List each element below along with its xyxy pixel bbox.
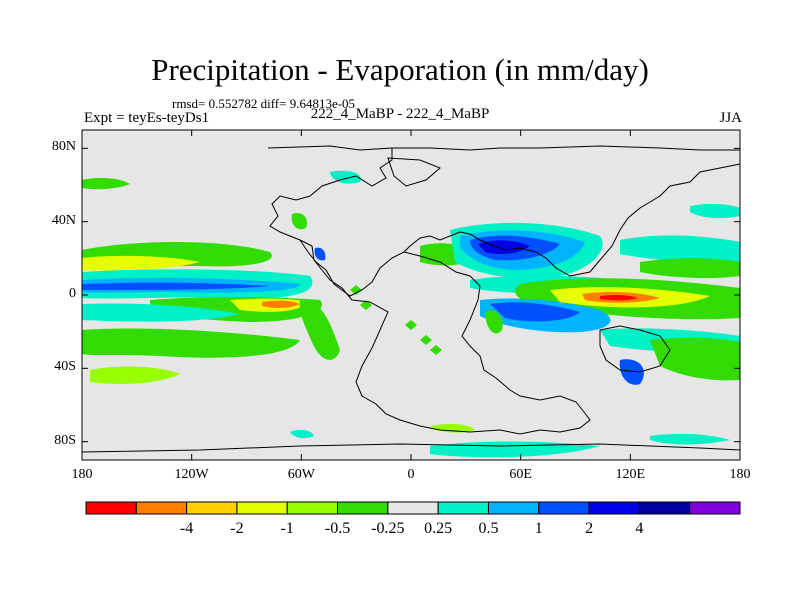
colorbar-label: -2 (230, 520, 244, 537)
colorbar-swatch (236, 501, 288, 515)
plot-title: Precipitation - Evaporation (in mm/day) (151, 52, 649, 87)
y-tick-label: 80N (51, 139, 76, 155)
x-tick-label: 180 (71, 467, 93, 482)
colorbar-swatch (538, 501, 590, 515)
colorbar-label: 4 (635, 520, 644, 537)
colorbar-swatch (638, 501, 691, 515)
y-tick-label: 0 (69, 286, 76, 301)
season-label: JJA (719, 110, 742, 126)
colorbar-label: -1 (280, 520, 294, 537)
contour-pacific-wet-darkblue (82, 282, 270, 290)
contour-west-pacific-green (640, 258, 740, 279)
colorbar-swatch (588, 501, 640, 515)
contour-asia-monsoon-navy (478, 240, 530, 254)
contour-north-america-green (291, 212, 308, 230)
colorbar-label: 1 (534, 520, 543, 537)
colorbar-label: 2 (585, 520, 594, 537)
contour-south-pacific-green3 (82, 177, 130, 190)
coastline-americas (267, 145, 591, 435)
coastline-antarctica (81, 443, 741, 453)
colorbar-label: -0.25 (371, 520, 405, 537)
contour-indian-dry-red (600, 294, 638, 301)
colorbar-label: -4 (179, 520, 194, 537)
y-tick-label: 80S (54, 432, 76, 448)
colorbar-swatch (85, 501, 137, 515)
colorbar (85, 501, 741, 515)
colorbar-label: 0.25 (424, 520, 453, 537)
contour-antarctic-cyan (290, 429, 314, 439)
colorbar-swatch (186, 501, 238, 515)
contour-madagascar-green (485, 310, 503, 334)
colorbar-swatch (437, 501, 489, 515)
contour-south-indian-green (650, 337, 740, 381)
contour-northwest-pacific-cyan (690, 203, 740, 219)
x-tick-label: 60E (509, 467, 532, 482)
coastline-australia (599, 325, 671, 373)
colorbar-swatch (487, 501, 540, 515)
contour-pacific-dry-orange (262, 300, 300, 309)
axis-ticks (81, 130, 741, 460)
colorbar-swatch (135, 501, 188, 515)
colorbar-label: -0.5 (324, 520, 351, 537)
contour-southern-ocean-cyan2 (650, 433, 730, 445)
colorbar-label: 0.5 (478, 520, 499, 537)
experiment-label: Expt = teyEs-teyDs1 (84, 110, 210, 126)
contour-atlantic-dots (350, 285, 442, 355)
x-tick-label: 180 (729, 467, 751, 482)
x-tick-label: 0 (407, 467, 415, 482)
colorbar-swatch (337, 501, 389, 515)
case-label: 222_4_MaBP - 222_4_MaBP (310, 106, 490, 122)
contour-gulf-blue (314, 247, 326, 261)
colorbar-swatch (689, 501, 741, 515)
colorbar-swatch (286, 501, 339, 515)
contour-indian-wet-darkblue (490, 302, 580, 322)
contour-australia-blue (619, 359, 644, 385)
colorbar-swatch (387, 501, 439, 515)
rmsd-diff-label: rmsd= 0.552782 diff= 9.64813e-05 (172, 96, 356, 111)
y-tick-label: 40S (54, 359, 76, 375)
contour-pacific-cyan-south (82, 303, 240, 322)
coastline (81, 145, 741, 453)
contour-west-pacific-cyan (620, 235, 740, 263)
coastline-eurasia (392, 145, 741, 277)
contour-south-pacific-green (82, 328, 300, 358)
x-tick-label: 60W (287, 467, 315, 482)
contour-south-pacific-green2 (90, 366, 180, 384)
contour-pacific-yellow-north (82, 255, 200, 271)
x-tick-label: 120W (174, 467, 209, 482)
coastline-greenland (387, 157, 441, 187)
y-tick-label: 40N (51, 212, 76, 228)
field-contours (82, 170, 740, 458)
x-tick-label: 120E (615, 467, 646, 482)
contour-andes-green (299, 299, 340, 360)
